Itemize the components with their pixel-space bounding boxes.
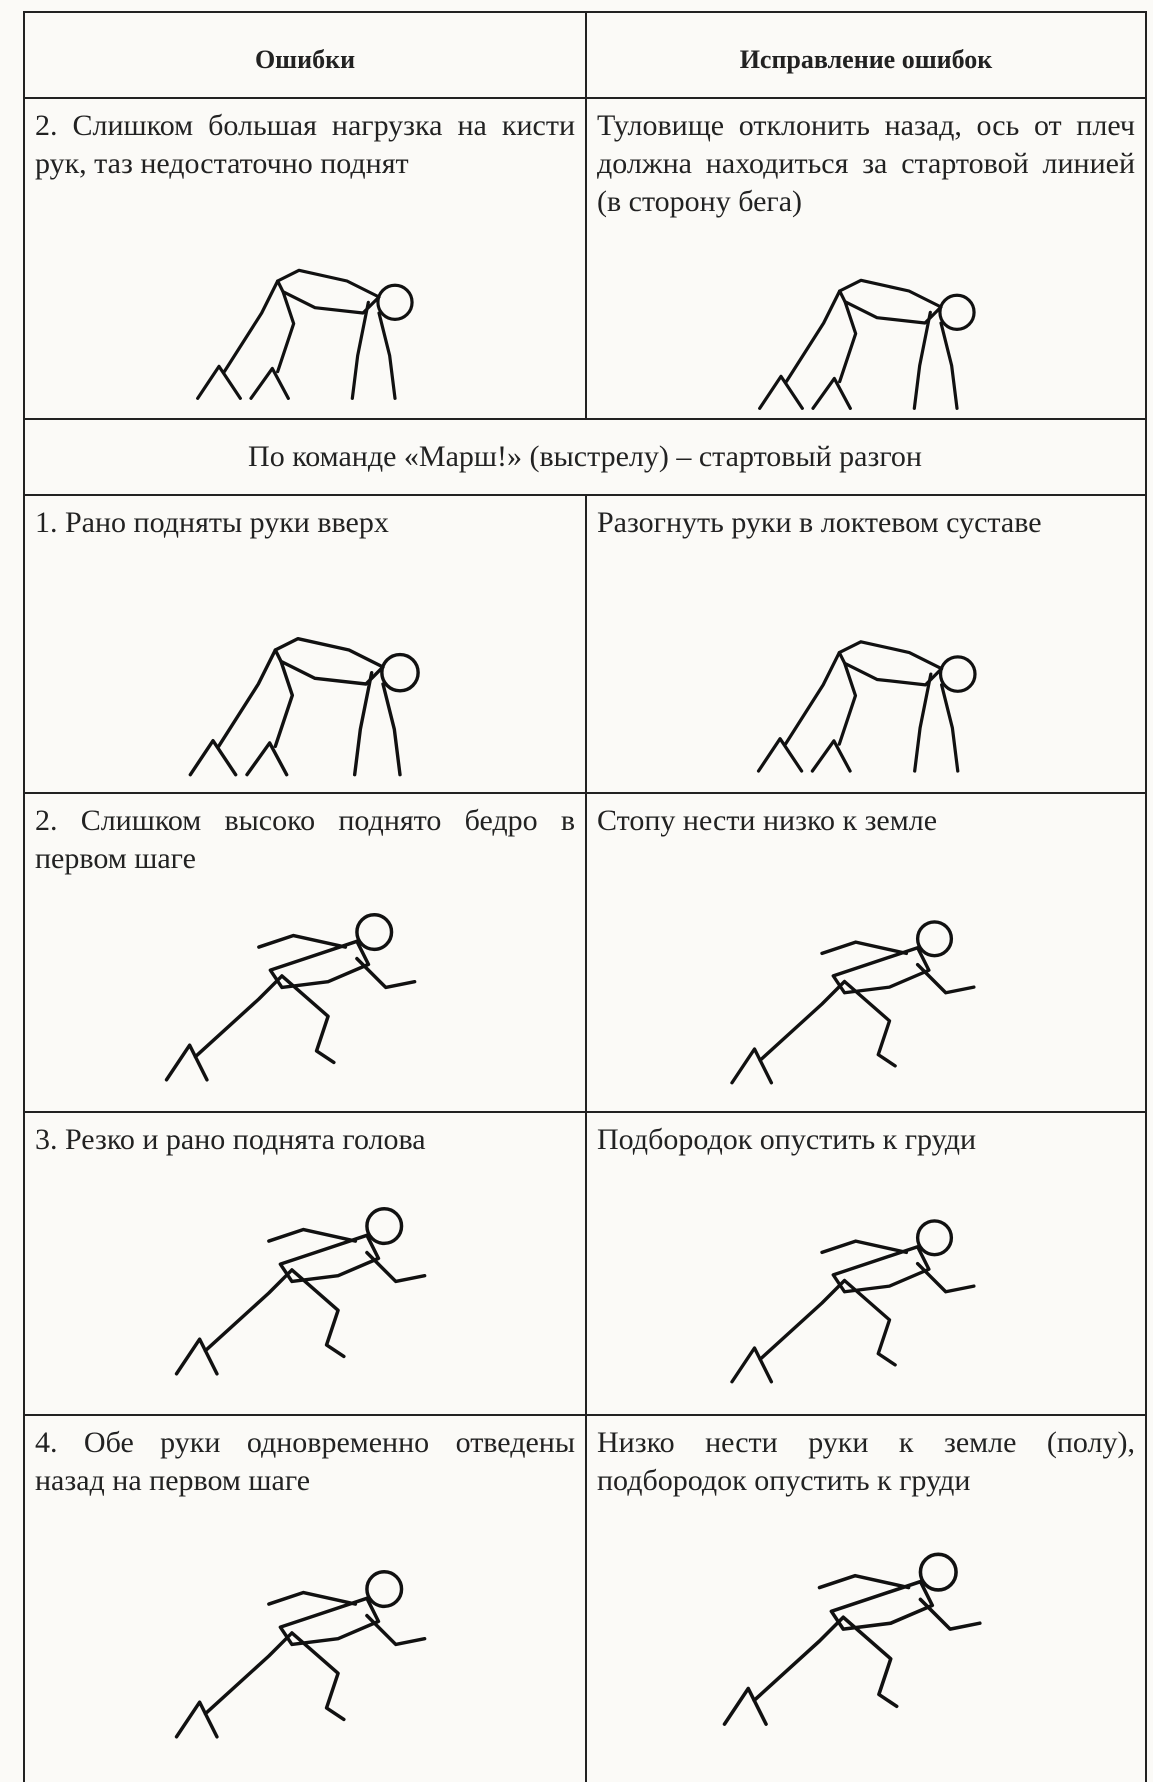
correction-cell: Стопу нести низко к земле <box>585 792 1147 1113</box>
section-row: По команде «Марш!» (выстрелу) – стартовы… <box>23 418 1147 496</box>
correction-text: Разогнуть руки в локтевом суставе <box>597 506 1042 539</box>
error-text: 3. Резко и рано поднята голова <box>35 1123 426 1156</box>
correction-text: Подбородок опустить к груди <box>597 1123 977 1156</box>
correction-cell: Туловище отклонить назад, ось от плеч до… <box>585 97 1147 420</box>
correction-text: Туловище отклонить назад, ось от плеч до… <box>597 109 1135 218</box>
correction-cell: Низко нести руки к земле (полу), подборо… <box>585 1414 1147 1782</box>
illustration <box>737 259 1017 419</box>
illustration <box>737 616 1017 786</box>
illustration <box>707 914 1027 1094</box>
error-cell: 3. Резко и рано поднята голова <box>23 1111 587 1416</box>
error-cell: 4. Обе руки одновременно отведены назад … <box>23 1414 587 1782</box>
illustration <box>165 616 465 786</box>
correction-cell: Разогнуть руки в локтевом суставе <box>585 494 1147 794</box>
correction-text: Стопу нести низко к земле <box>597 804 938 837</box>
error-text: 2. Слишком большая нагрузка на кисти рук… <box>35 109 575 180</box>
error-cell: 1. Рано подняты руки вверх <box>23 494 587 794</box>
error-cell: 2. Слишком большая нагрузка на кисти рук… <box>23 97 587 420</box>
illustration <box>165 1193 465 1393</box>
illustration <box>175 249 455 409</box>
correction-text: Низко нести руки к земле (полу), подборо… <box>597 1426 1135 1497</box>
illustration <box>155 904 455 1094</box>
error-text: 2. Слишком высоко поднято бедро в первом… <box>35 804 575 875</box>
error-cell: 2. Слишком высоко поднято бедро в первом… <box>23 792 587 1113</box>
illustration <box>697 1546 1037 1736</box>
error-text: 4. Обе руки одновременно отведены назад … <box>35 1426 575 1497</box>
illustration <box>707 1213 1027 1393</box>
header-cell: Ошибки <box>23 11 587 99</box>
illustration <box>165 1546 465 1766</box>
header-cell: Исправление ошибок <box>585 11 1147 99</box>
error-text: 1. Рано подняты руки вверх <box>35 506 389 539</box>
correction-cell: Подбородок опустить к груди <box>585 1111 1147 1416</box>
